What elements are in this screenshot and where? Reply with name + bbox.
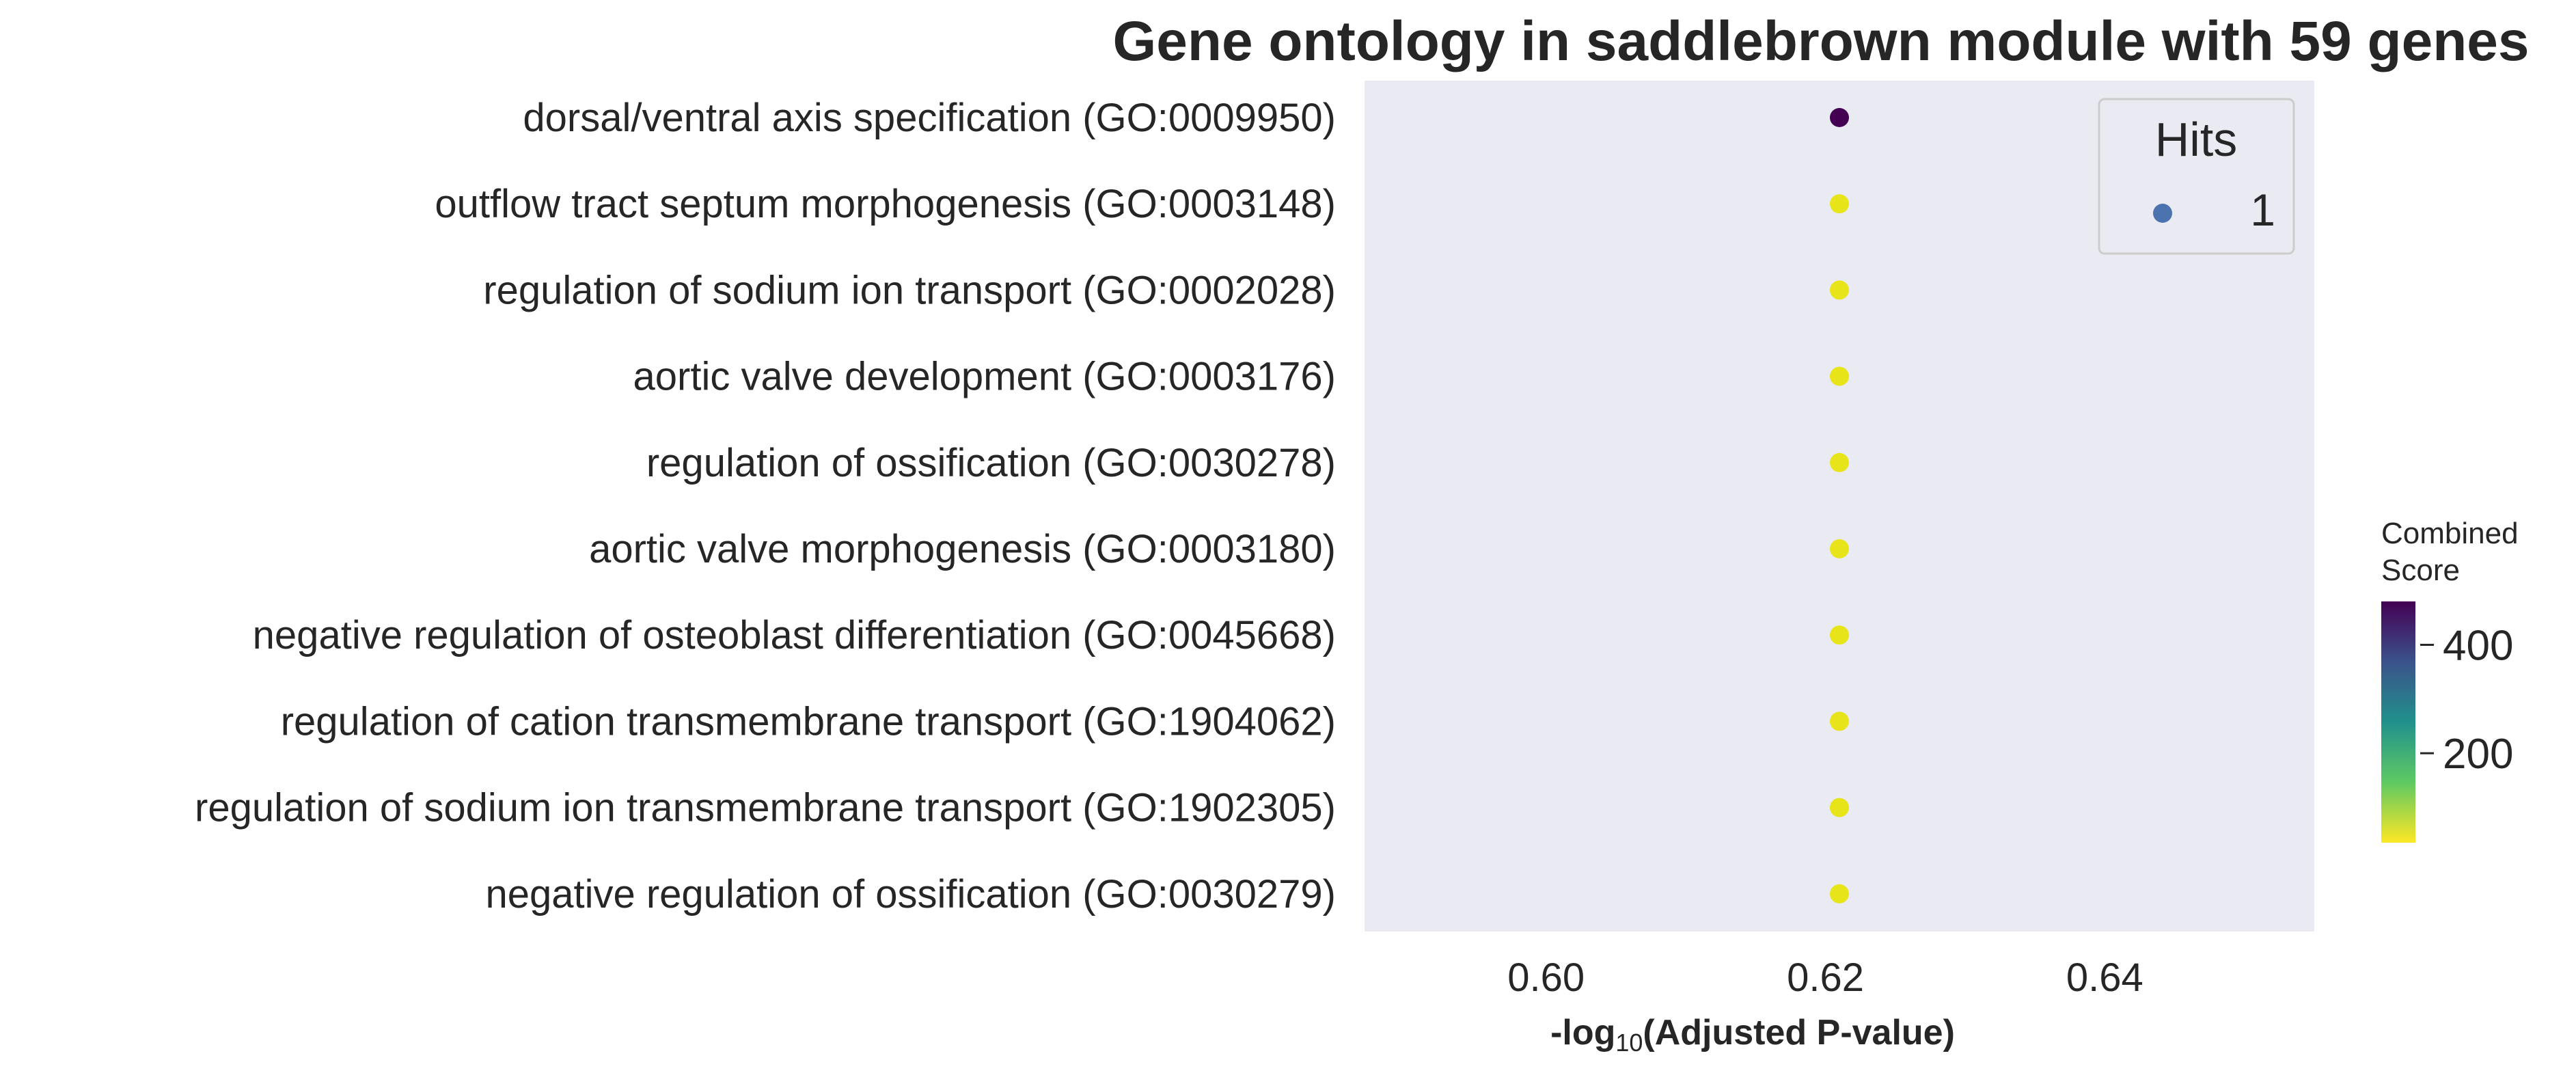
data-point bbox=[1830, 366, 1849, 386]
data-point bbox=[1830, 452, 1849, 472]
category-label: aortic valve development (GO:0003176) bbox=[633, 355, 1336, 399]
data-point bbox=[1830, 108, 1849, 127]
colorbar-title-line-1: Combined bbox=[2381, 517, 2519, 550]
category-label: negative regulation of ossification (GO:… bbox=[485, 872, 1336, 916]
x-tick-labels: 0.60 0.62 0.64 bbox=[1507, 955, 2143, 1000]
legend-box bbox=[2098, 98, 2295, 255]
x-axis-label-prefix: -log bbox=[1550, 1013, 1615, 1052]
data-point bbox=[1830, 884, 1849, 904]
category-labels: dorsal/ventral axis specification (GO:00… bbox=[195, 96, 1336, 916]
legend-marker bbox=[2153, 204, 2172, 223]
data-point bbox=[1830, 625, 1849, 645]
data-point bbox=[1830, 798, 1849, 817]
category-label: aortic valve morphogenesis (GO:0003180) bbox=[589, 527, 1336, 571]
colorbar-ticks: 400 200 bbox=[2420, 622, 2513, 778]
x-tick-label: 0.60 bbox=[1507, 955, 1585, 1000]
legend: Hits 1 bbox=[2098, 98, 2295, 255]
category-label: negative regulation of osteoblast differ… bbox=[253, 613, 1336, 657]
data-point bbox=[1830, 711, 1849, 731]
x-axis-label-suffix: (Adjusted P-value) bbox=[1643, 1013, 1955, 1052]
x-axis-label-subscript: 10 bbox=[1615, 1029, 1643, 1057]
chart-title: Gene ontology in saddlebrown module with… bbox=[1112, 10, 2529, 72]
category-label: dorsal/ventral axis specification (GO:00… bbox=[523, 96, 1336, 140]
data-points bbox=[1830, 108, 1849, 904]
data-point bbox=[1830, 280, 1849, 300]
x-axis-label: -log10(Adjusted P-value) bbox=[1550, 1013, 1955, 1057]
x-tick-label: 0.62 bbox=[1787, 955, 1864, 1000]
category-label: regulation of sodium ion transport (GO:0… bbox=[483, 268, 1336, 312]
category-label: regulation of sodium ion transmembrane t… bbox=[195, 786, 1336, 830]
category-label: regulation of cation transmembrane trans… bbox=[281, 699, 1336, 744]
colorbar-title-line-2: Score bbox=[2381, 554, 2460, 587]
colorbar: Combined Score 400 200 bbox=[2381, 517, 2519, 843]
colorbar-tick-label: 400 bbox=[2443, 622, 2513, 669]
x-tick-label: 0.64 bbox=[2066, 955, 2143, 1000]
category-label: regulation of ossification (GO:0030278) bbox=[646, 441, 1336, 485]
data-point bbox=[1830, 539, 1849, 558]
legend-title: Hits bbox=[2155, 113, 2238, 166]
legend-label: 1 bbox=[2250, 185, 2275, 235]
data-point bbox=[1830, 194, 1849, 214]
category-label: outflow tract septum morphogenesis (GO:0… bbox=[435, 182, 1336, 226]
colorbar-gradient bbox=[2381, 601, 2415, 843]
colorbar-tick-label: 200 bbox=[2443, 731, 2513, 778]
